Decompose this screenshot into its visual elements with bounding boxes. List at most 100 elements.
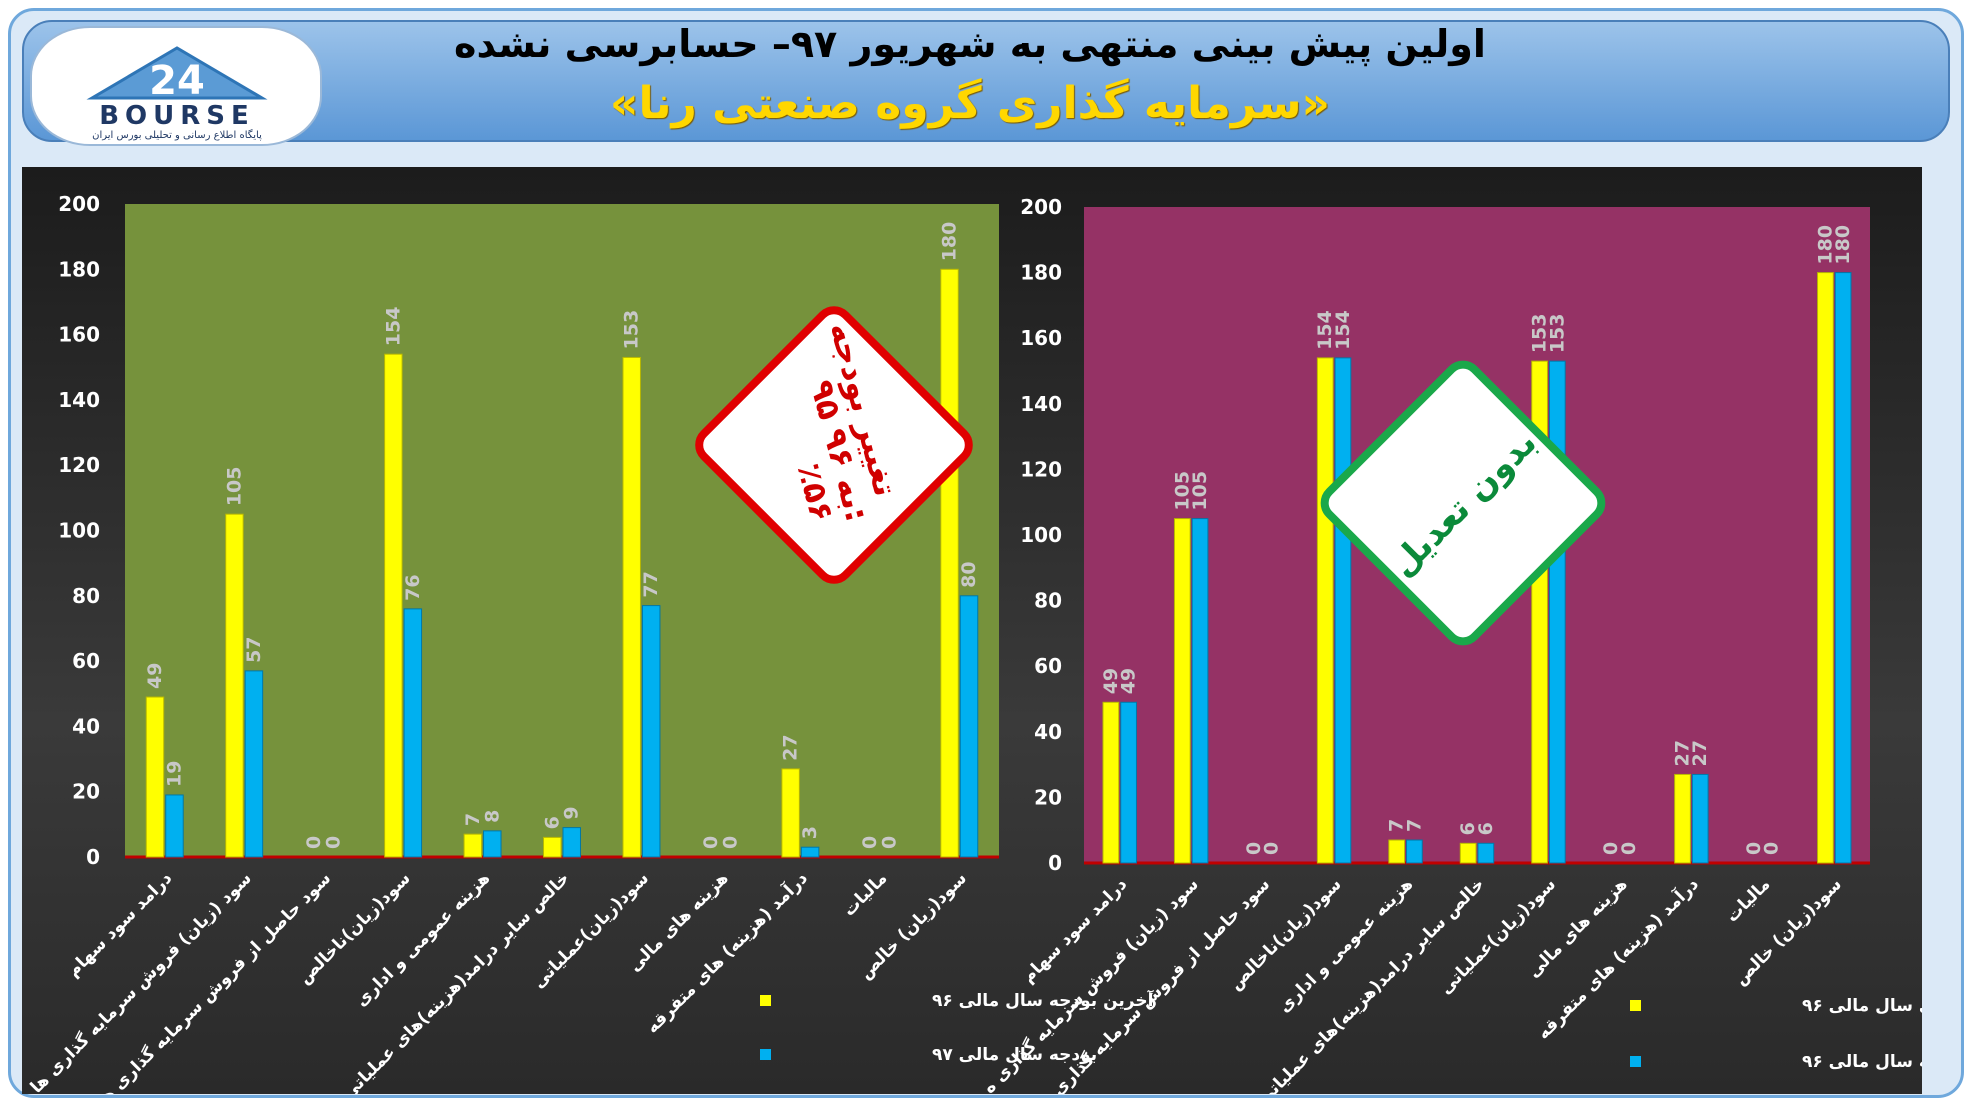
category-label: مالیات — [1722, 874, 1774, 926]
bar — [622, 356, 641, 858]
bar — [1191, 518, 1209, 864]
data-label: 8 — [481, 810, 503, 823]
y-tick-label: 80 — [1034, 589, 1062, 613]
y-tick-label: 120 — [58, 453, 100, 477]
data-label: 7 — [1403, 819, 1425, 832]
company-title: «سرمایه گذاری گروه صنعتی رنا» — [610, 78, 1330, 129]
badge-box — [1320, 360, 1606, 646]
y-tick-label: 60 — [72, 649, 100, 673]
y-tick-label: 0 — [86, 845, 100, 869]
data-label: 6 — [541, 816, 563, 829]
bar — [1477, 842, 1495, 864]
y-tick-label: 180 — [58, 257, 100, 281]
y-tick-label: 40 — [72, 714, 100, 738]
data-label: 105 — [223, 467, 245, 507]
badge-box — [695, 306, 973, 584]
data-label: 154 — [1314, 310, 1336, 350]
bar — [1334, 357, 1352, 864]
legend-swatch — [760, 1049, 771, 1060]
bar — [165, 794, 184, 858]
bar — [1834, 272, 1852, 864]
y-tick-label: 20 — [1034, 785, 1062, 809]
bar — [244, 670, 264, 858]
y-tick-label: 20 — [72, 780, 100, 804]
y-tick-label: 100 — [1020, 523, 1062, 547]
bar — [800, 846, 820, 858]
data-label: 153 — [1529, 313, 1551, 353]
data-label: 9 — [561, 806, 583, 819]
bar — [1316, 357, 1334, 864]
bar — [1674, 773, 1691, 864]
data-label: 27 — [1672, 740, 1694, 766]
y-tick-label: 200 — [1020, 195, 1062, 219]
y-tick-label: 200 — [58, 192, 100, 216]
bar — [1548, 360, 1566, 864]
data-label: 19 — [163, 761, 185, 787]
y-tick-label: 140 — [1020, 392, 1062, 416]
data-label: 153 — [621, 310, 643, 350]
data-label: 6 — [1475, 822, 1497, 835]
y-tick-label: 0 — [1048, 851, 1062, 875]
left-badge — [695, 306, 973, 584]
data-label: 0 — [1600, 842, 1622, 855]
bar — [384, 353, 403, 858]
bar — [225, 513, 244, 858]
y-tick-label: 180 — [1020, 261, 1062, 285]
legend-label: آخرین بودجه سال مالی ۹۶ — [932, 989, 1155, 1011]
right-badge — [1320, 360, 1606, 646]
data-label: 3 — [799, 826, 821, 839]
data-label: 76 — [402, 574, 424, 600]
data-label: 7 — [462, 813, 484, 826]
data-label: 0 — [859, 836, 881, 849]
legend-label: بودجه سال مالی ۹۷ — [932, 1045, 1097, 1065]
data-label: 180 — [1832, 225, 1854, 265]
data-label: 49 — [1100, 668, 1122, 694]
bar — [1102, 701, 1120, 864]
data-label: 0 — [322, 836, 344, 849]
category-label: مالیات — [839, 868, 891, 920]
data-label: 180 — [939, 222, 961, 262]
bar — [1406, 839, 1423, 864]
charts-panel: 0 20 40 60 80 100 120 140 160 180 200 49 19 درامد سود… — [22, 167, 1974, 1106]
data-label: 105 — [1171, 471, 1193, 511]
logo-graphic: 24 BOURSE پایگاه اطلاع رسانی و تحلیلی بو… — [86, 46, 268, 141]
y-tick-label: 40 — [1034, 720, 1062, 744]
category-label: درآمد (هزینه) های متفرقه — [641, 867, 812, 1038]
data-label: 0 — [1761, 842, 1783, 855]
data-label: 77 — [640, 571, 662, 597]
bar — [781, 768, 800, 858]
header-banner — [22, 20, 1950, 142]
bar — [1691, 773, 1709, 864]
logo-number: 24 — [149, 58, 205, 104]
bar — [463, 833, 483, 858]
legend-swatch — [1630, 1000, 1641, 1011]
data-label: 0 — [1260, 842, 1282, 855]
data-label: 49 — [144, 663, 166, 689]
data-label: 80 — [958, 561, 980, 587]
legend-swatch — [1630, 1056, 1641, 1067]
data-label: 180 — [1814, 225, 1836, 265]
data-label: 0 — [303, 836, 325, 849]
data-label: 27 — [780, 734, 802, 760]
bar — [403, 608, 423, 858]
data-label: 153 — [1546, 313, 1568, 353]
data-label: 27 — [1689, 740, 1711, 766]
data-label: 57 — [243, 636, 265, 662]
legend-label: آخرین بودجه سال مالی ۹۶ — [1802, 1050, 1922, 1072]
legend-swatch — [760, 995, 771, 1006]
data-label: 0 — [720, 836, 742, 849]
bar — [1120, 701, 1137, 864]
data-label: 0 — [1618, 842, 1640, 855]
data-label: 154 — [1332, 310, 1354, 350]
bar — [959, 595, 979, 858]
bar — [1817, 272, 1834, 864]
bar — [1173, 518, 1191, 864]
y-tick-label: 140 — [58, 388, 100, 412]
data-label: 0 — [1743, 842, 1765, 855]
y-tick-label: 160 — [58, 323, 100, 347]
legend-label: بودجه قبلی سال مالی ۹۶ — [1802, 996, 1922, 1016]
data-label: 0 — [1243, 842, 1265, 855]
data-label: 154 — [382, 307, 404, 347]
